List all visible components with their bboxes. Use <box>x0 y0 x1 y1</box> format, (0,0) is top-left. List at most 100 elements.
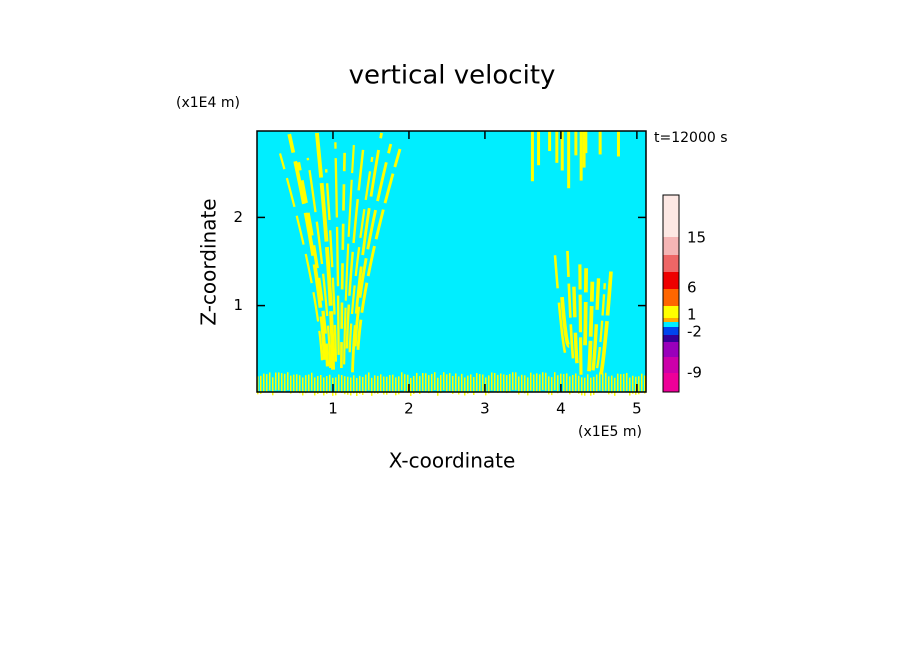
plot-frame <box>256 130 647 393</box>
streak <box>620 374 622 393</box>
streak <box>356 377 358 396</box>
streak <box>365 374 367 393</box>
streak <box>497 374 499 393</box>
streak <box>416 372 418 391</box>
streak <box>437 377 439 396</box>
streak <box>583 268 588 346</box>
streak <box>548 376 550 395</box>
streak <box>323 377 325 396</box>
streak <box>302 377 304 396</box>
streak <box>305 375 307 394</box>
streak <box>306 157 332 368</box>
colorbar-band <box>663 255 679 272</box>
streak <box>482 374 484 393</box>
streak <box>266 374 268 393</box>
streak <box>539 374 541 393</box>
streak <box>311 372 313 391</box>
streak <box>425 373 427 392</box>
streak <box>521 374 523 393</box>
streak <box>512 372 514 391</box>
streak <box>284 373 286 392</box>
streak <box>644 375 646 394</box>
streak <box>461 373 463 392</box>
streak <box>584 377 586 396</box>
colorbar-band <box>663 306 679 318</box>
streak <box>362 376 364 395</box>
streak <box>347 376 349 395</box>
streak <box>269 372 271 391</box>
streak <box>419 376 421 395</box>
streak <box>569 376 571 395</box>
x-tick-label: 2 <box>404 400 414 418</box>
streak <box>281 373 283 392</box>
streak <box>595 283 606 369</box>
streak <box>574 131 578 156</box>
streak <box>293 374 295 393</box>
streak <box>590 377 592 396</box>
streak <box>476 373 478 392</box>
streak <box>506 375 508 394</box>
streak <box>479 374 481 393</box>
streak <box>334 142 340 355</box>
y-axis-label: Z-coordinate <box>197 198 221 325</box>
colorbar-band <box>663 272 679 289</box>
streak <box>602 373 604 392</box>
streak <box>635 376 637 395</box>
streak <box>278 153 324 361</box>
streak <box>353 143 393 347</box>
x-tick-label: 1 <box>328 400 338 418</box>
streak <box>596 374 598 393</box>
streak <box>473 376 475 395</box>
streak <box>494 372 496 391</box>
streak <box>338 374 340 393</box>
streak <box>638 376 640 395</box>
streak <box>566 373 568 392</box>
streak <box>449 373 451 392</box>
streak <box>575 373 577 392</box>
streak <box>641 373 643 392</box>
streak <box>263 373 265 392</box>
colorbar-band <box>663 357 679 373</box>
streak <box>608 376 610 395</box>
streak <box>356 148 402 350</box>
streak <box>617 373 619 392</box>
colorbar-label: 15 <box>687 229 706 247</box>
streak <box>386 376 388 395</box>
streak <box>567 131 571 189</box>
streak <box>587 281 595 372</box>
streak <box>626 372 628 391</box>
streak <box>470 374 472 393</box>
streak <box>632 375 634 394</box>
streak <box>560 373 562 392</box>
streak <box>572 374 574 393</box>
streak <box>559 286 571 348</box>
x-tick-label: 3 <box>480 400 490 418</box>
streak <box>368 372 370 391</box>
colorbar-label: -9 <box>687 364 702 382</box>
streak <box>320 374 322 393</box>
streak <box>599 372 601 391</box>
streak <box>509 373 511 392</box>
streak <box>350 377 352 396</box>
colorbar-band <box>663 373 679 392</box>
streak <box>431 373 433 392</box>
colorbar-band <box>663 289 679 306</box>
streak <box>593 376 595 395</box>
streak <box>392 374 394 393</box>
streak <box>530 131 534 182</box>
colorbar-frame <box>662 194 680 393</box>
chart-title: vertical velocity <box>349 61 556 91</box>
streak <box>623 373 625 392</box>
y-unit: (x1E4 m) <box>176 95 240 111</box>
streak <box>485 377 487 396</box>
streak <box>308 374 310 393</box>
streak <box>488 375 490 394</box>
streak <box>578 264 583 375</box>
streak <box>374 375 376 394</box>
streak <box>491 372 493 391</box>
streak <box>551 377 553 396</box>
streak <box>351 132 383 373</box>
streak <box>440 375 442 394</box>
streak <box>555 131 559 163</box>
